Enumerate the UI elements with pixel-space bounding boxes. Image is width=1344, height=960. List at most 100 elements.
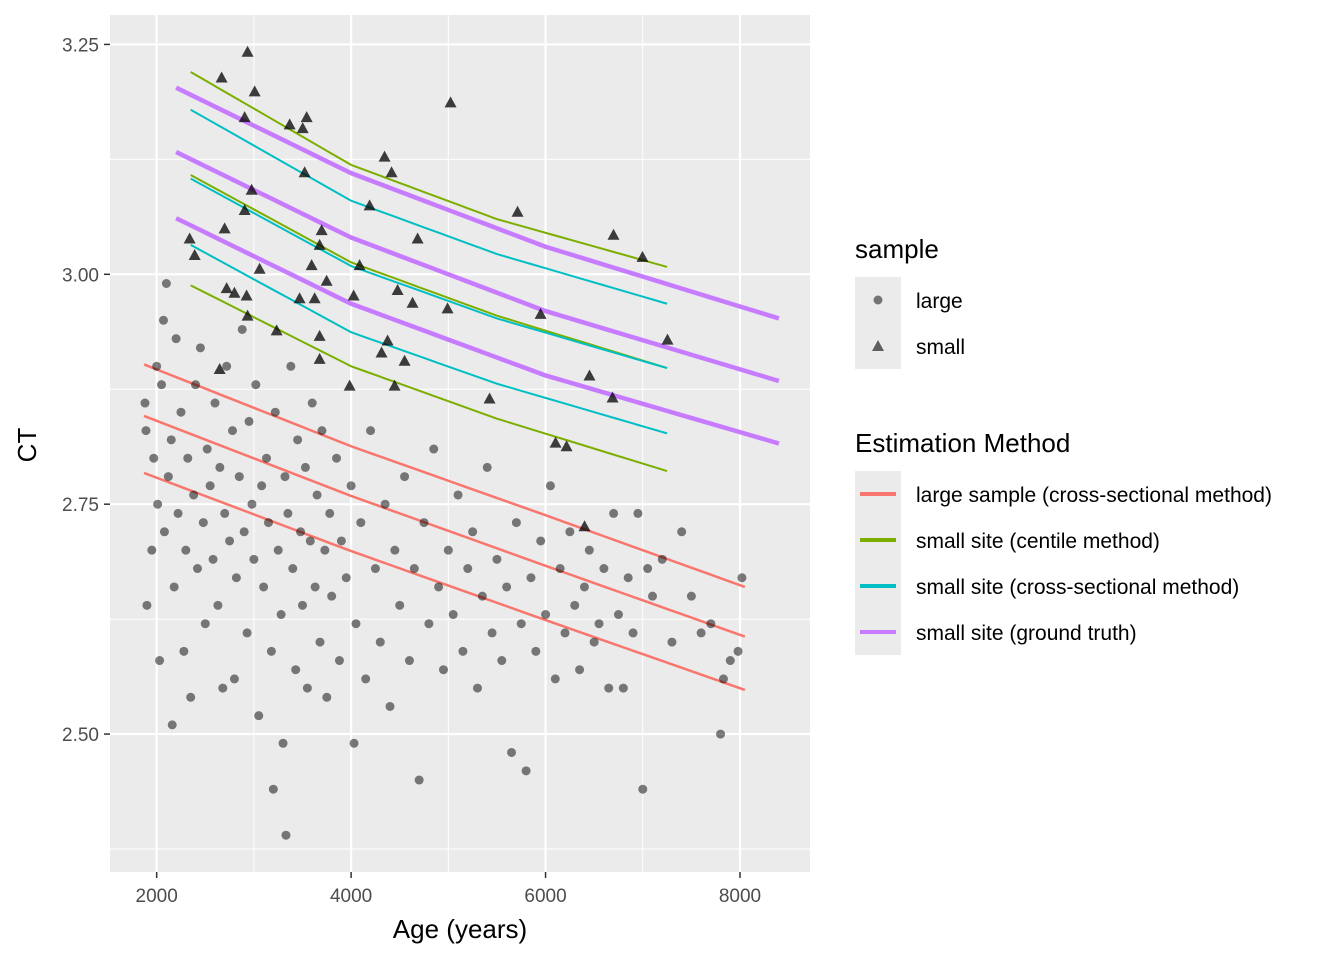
point-large	[579, 582, 589, 592]
point-large	[270, 407, 280, 417]
point-large	[166, 435, 176, 445]
point-large	[424, 619, 434, 629]
point-large	[307, 398, 317, 408]
point-large	[163, 472, 173, 482]
x-tick-label: 2000	[136, 886, 178, 907]
legend-label: small site (cross-sectional method)	[916, 576, 1239, 599]
point-large	[351, 619, 361, 629]
point-large	[315, 637, 325, 647]
point-small	[308, 292, 321, 304]
y-tick-label: 3.00	[62, 265, 99, 286]
series-line	[190, 174, 668, 370]
point-large	[266, 646, 276, 656]
point-large	[157, 380, 167, 390]
series-line	[143, 363, 746, 589]
point-large	[249, 554, 259, 564]
point-large	[332, 453, 342, 463]
point-large	[273, 545, 283, 555]
point-large	[390, 545, 400, 555]
point-small	[300, 111, 313, 123]
point-small	[220, 282, 233, 294]
point-large	[599, 564, 609, 574]
point-large	[242, 628, 252, 638]
point-large	[152, 361, 162, 371]
point-large	[507, 747, 517, 757]
point-large	[210, 398, 220, 408]
point-large	[550, 674, 560, 684]
point-large	[300, 462, 310, 472]
point-large	[628, 628, 638, 638]
point-small	[245, 183, 258, 195]
point-large	[487, 628, 497, 638]
point-large	[443, 545, 453, 555]
point-small	[549, 436, 562, 448]
point-large	[336, 536, 346, 546]
point-large	[322, 692, 332, 702]
point-small	[578, 520, 591, 532]
legend-label: large sample (cross-sectional method)	[916, 484, 1272, 507]
point-large	[173, 508, 183, 518]
point-large	[502, 582, 512, 592]
point-large	[733, 646, 743, 656]
point-small	[441, 302, 454, 314]
point-large	[317, 426, 327, 436]
point-large	[254, 711, 264, 721]
point-small	[253, 262, 266, 274]
point-large	[247, 499, 257, 509]
point-large	[643, 564, 653, 574]
point-large	[375, 637, 385, 647]
point-large	[198, 518, 208, 528]
point-small	[218, 222, 231, 234]
series-line	[143, 471, 746, 692]
point-small	[188, 248, 201, 260]
y-tick-label: 3.25	[62, 35, 99, 56]
point-large	[725, 656, 735, 666]
point-large	[167, 720, 177, 730]
point-large	[305, 536, 315, 546]
series-line	[175, 216, 780, 446]
point-large	[325, 508, 335, 518]
point-small	[228, 286, 241, 298]
point-small	[248, 85, 261, 97]
point-large	[158, 315, 168, 325]
point-large	[213, 600, 223, 610]
point-large	[536, 536, 546, 546]
point-large	[280, 472, 290, 482]
point-large	[312, 490, 322, 500]
point-large	[463, 564, 473, 574]
point-large	[370, 564, 380, 574]
point-large	[706, 619, 716, 629]
series-line	[190, 284, 668, 473]
point-small	[583, 369, 596, 381]
circle-icon	[873, 295, 883, 305]
point-large	[604, 683, 614, 693]
point-small	[353, 259, 366, 271]
point-large	[208, 554, 218, 564]
point-large	[155, 656, 165, 666]
y-axis-title: CT	[12, 428, 42, 463]
point-small	[238, 111, 251, 123]
point-large	[696, 628, 706, 638]
point-large	[257, 481, 267, 491]
point-large	[458, 646, 468, 656]
point-large	[453, 490, 463, 500]
point-large	[361, 674, 371, 684]
point-large	[140, 398, 150, 408]
y-tick-label: 2.50	[62, 725, 99, 746]
x-tick-label: 4000	[330, 886, 372, 907]
point-small	[606, 391, 619, 403]
point-large	[288, 564, 298, 574]
point-small	[381, 334, 394, 346]
point-large	[268, 784, 278, 794]
point-large	[434, 582, 444, 592]
point-large	[181, 545, 191, 555]
point-large	[286, 361, 296, 371]
point-small	[388, 379, 401, 391]
point-large	[473, 683, 482, 693]
point-large	[565, 527, 575, 537]
point-large	[545, 481, 555, 491]
point-small	[320, 274, 333, 286]
point-large	[320, 545, 330, 555]
point-small	[511, 205, 524, 217]
point-large	[686, 591, 696, 601]
